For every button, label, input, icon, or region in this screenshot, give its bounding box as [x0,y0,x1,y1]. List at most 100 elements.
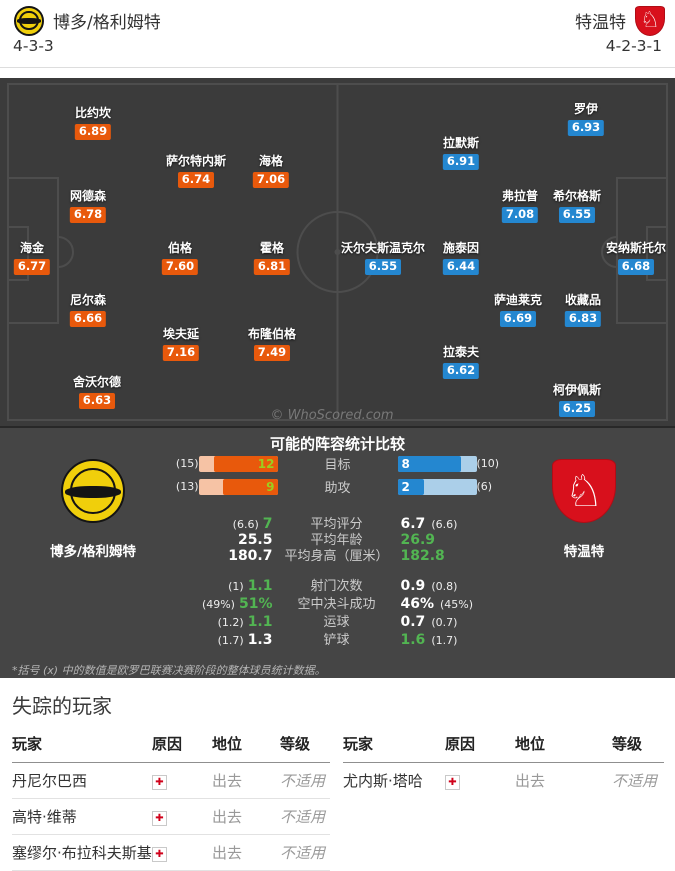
pitch-player[interactable]: 安纳斯托尔 6.68 [606,241,666,275]
pitch-player[interactable]: 沃尔夫斯温克尔 6.55 [341,241,425,275]
pitch-markings [7,83,668,421]
home-stat-cell: (1.2) 1.1 [169,611,273,630]
player-name[interactable]: 沃尔夫斯温克尔 [340,241,426,255]
away-stat-value: 182.8 [400,547,445,564]
home-bar: 9 [198,478,278,495]
pitch-player[interactable]: 伯格 7.60 [161,241,199,275]
player-rating-badge: 6.78 [69,207,107,223]
player-rating-badge: 7.49 [253,345,291,361]
player-name[interactable]: 施泰因 [442,241,479,255]
pitch-player[interactable]: 海金 6.77 [13,241,51,275]
comparison-stat-row: (1.2) 1.1 运球 0.7 (0.7) [169,611,507,630]
player-rating-badge: 6.83 [564,311,602,327]
pitch-player[interactable]: 舍沃尔德 6.63 [73,375,121,409]
player-rating-badge: 6.66 [69,311,107,327]
player-name[interactable]: 柯伊佩斯 [552,383,602,397]
pitch-player[interactable]: 希尔格斯 6.55 [553,189,601,223]
player-rating-badge: 6.55 [364,259,402,275]
away-team-header[interactable]: 特温特 ♘ [575,5,665,36]
player-name[interactable]: 比约坎 [74,106,111,120]
comparison-stat-row: (1.7) 1.3 铲球 1.6 (1.7) [169,629,507,648]
pitch-player[interactable]: 布隆伯格 7.49 [248,327,296,361]
pitch-player[interactable]: 海格 7.06 [252,154,290,188]
pitch-player[interactable]: 拉默斯 6.91 [442,136,480,170]
home-stat-cell: (1.7) 1.3 [169,629,273,648]
home-formation: 4-3-3 [13,37,54,55]
player-name[interactable]: 海格 [258,154,283,168]
home-stat-value: 7 [262,515,273,532]
home-tournament-value: (15) [175,457,199,470]
player-name[interactable]: 网德森 [69,189,106,203]
home-bar-value: 12 [257,456,275,471]
pitch-player[interactable]: 拉泰夫 6.62 [442,345,480,379]
reason-cell: ✚ [152,807,212,826]
away-team-name[interactable]: 特温特 [575,13,626,33]
player-name[interactable]: 拉默斯 [442,136,479,150]
away-stat-value: 1.6 [400,631,426,648]
pitch-player[interactable]: 萨迪莱克 6.69 [494,293,542,327]
player-name[interactable]: 萨迪莱克 [493,293,543,307]
bar-stat-label: 目标 [324,458,351,473]
pitch-player[interactable]: 罗伊 6.93 [567,102,605,136]
home-stat-cell: 25.5 [169,529,273,548]
player-rating-badge: 6.74 [177,172,215,188]
player-name[interactable]: 霍格 [259,241,284,255]
player-name[interactable]: 收藏品 [564,293,601,307]
missing-player-row: 丹尼尔巴西 ✚ 出去 不适用 [12,763,330,799]
col-reason: 原因 [445,735,476,753]
player-name[interactable]: 尼尔森 [69,293,106,307]
whoscored-watermark: © WhoScored.com [270,408,394,423]
pitch-player[interactable]: 埃夫延 7.16 [162,327,200,361]
home-team-header[interactable]: 博多/格利姆特 [14,5,161,36]
player-rating-badge: 6.44 [442,259,480,275]
pitch-player[interactable]: 比约坎 6.89 [74,106,112,140]
injury-cross-icon: ✚ [445,775,460,790]
col-status: 地位 [212,735,243,753]
pitch-player[interactable]: 霍格 6.81 [253,241,291,275]
home-bar: 12 [198,455,278,472]
player-rating-badge: 6.91 [442,154,480,170]
player-name[interactable]: 海金 [19,241,44,255]
away-bar: 8 [397,455,477,472]
player-name[interactable]: 弗拉普 [501,189,538,203]
away-stat-cell: 0.7 (0.7) [401,611,507,630]
player-name[interactable]: 拉泰夫 [442,345,479,359]
player-name[interactable]: 伯格 [167,241,192,255]
player-name[interactable]: 希尔格斯 [552,189,602,203]
away-bar: 2 [397,478,477,495]
comparison-stats-group2: (1) 1.1 射门次数 0.9 (0.8) (49%) 51% 空中决斗成功 46%… [169,575,507,648]
home-team-name[interactable]: 博多/格利姆特 [53,13,161,33]
home-team-label: 博多/格利姆特 [50,544,136,560]
home-stat-paren: (1.7) [217,633,244,647]
stat-label: 射门次数 [310,578,363,594]
player-name[interactable]: 安纳斯托尔 [605,241,667,255]
comparison-bars: (15) 12 目标 8 (10) (13) 9 助攻 2 (6) [169,452,507,498]
player-name[interactable]: 舍沃尔德 [72,375,122,389]
player-name[interactable]: 埃夫延 [162,327,199,341]
player-rating-badge: 7.06 [252,172,290,188]
away-team-badge-icon: ♘ [635,5,665,36]
player-name[interactable]: 萨尔特内斯 [165,154,227,168]
status-cell: 出去 [212,808,243,826]
pitch-player[interactable]: 萨尔特内斯 6.74 [166,154,226,188]
reason-cell: ✚ [445,771,515,790]
missing-players-section: 失踪的玩家 玩家 原因 地位 等级 丹尼尔巴西 ✚ 出去 不适用 高特·维蒂 ✚… [0,678,675,871]
pitch-player[interactable]: 网德森 6.78 [69,189,107,223]
home-stat-value: 51% [238,595,273,612]
pitch-player[interactable]: 收藏品 6.83 [564,293,602,327]
away-stat-value: 46% [400,595,435,612]
pitch: © WhoScored.com 比约坎 6.89 萨尔特内斯 6.74 海格 7… [0,78,675,426]
pitch-player[interactable]: 弗拉普 7.08 [501,189,539,223]
pitch-player[interactable]: 尼尔森 6.66 [69,293,107,327]
missing-player-name: 丹尼尔巴西 [12,772,88,790]
header-divider [0,67,675,68]
player-rating-badge: 6.69 [499,311,537,327]
player-name[interactable]: 罗伊 [573,102,598,116]
away-bar-fill: 2 [397,478,424,495]
reason-cell: ✚ [152,771,212,790]
pitch-player[interactable]: 柯伊佩斯 6.25 [553,383,601,417]
home-stat-value: 180.7 [228,547,273,564]
player-name[interactable]: 布隆伯格 [247,327,297,341]
pitch-player[interactable]: 施泰因 6.44 [442,241,480,275]
